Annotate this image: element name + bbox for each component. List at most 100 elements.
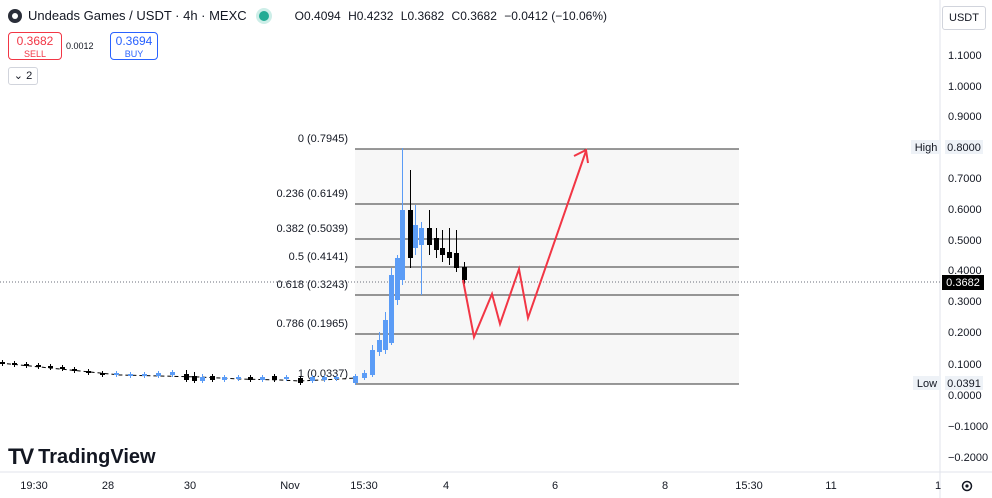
candle-body [36,365,41,367]
sell-label: SELL [23,49,47,59]
candle-body [184,374,189,380]
candle-body [114,373,119,375]
buy-label: BUY [124,49,144,59]
candle-body [222,377,227,380]
buy-button[interactable]: 0.3694 BUY [110,32,158,60]
candle-body [86,371,91,373]
ohlc-values: O0.4094 H0.4232 L0.3682 C0.3682 −0.0412 … [295,9,611,23]
fib-label-0-5: 0.5 (0.4141) [289,251,348,263]
time-label-11: 11 [825,480,836,492]
ohlc-open-value: 0.4094 [304,8,341,23]
candle-body [362,373,367,378]
ohlc-high-label: H [348,8,357,23]
candle-body [156,373,161,376]
candle-body [322,377,327,380]
projection-arrowhead [573,148,589,164]
projection-path[interactable] [462,150,587,341]
price-tick-label: 0.6000 [948,204,982,216]
settings-gear-icon[interactable] [960,479,974,493]
time-label-8: 8 [662,480,668,492]
tradingview-logo-icon: TV [8,444,34,469]
current-price-value: 0.3682 [946,277,980,289]
candle-body [192,376,197,381]
high-value: 0.8000 [947,142,981,154]
candle-body [142,374,147,376]
indicators-count: 2 [26,70,33,82]
candle-body [334,377,339,379]
spread-value: 0.0012 [66,41,94,51]
high-badge-bg [911,140,941,154]
fib-label-0-618: 0.618 (0.3243) [276,279,348,291]
candle-body [12,363,17,365]
low-value-bg [945,376,983,390]
candle-body [427,228,432,245]
price-tick-label: 0.3000 [948,296,982,308]
time-label-15-30-b: 15:30 [735,480,763,492]
fib-retracement[interactable]: 0 (0.7945) 0.236 (0.6149) 0.382 (0.5039)… [276,133,739,385]
ohlc-low-value: 0.3682 [407,8,445,23]
candle-body [128,374,133,376]
ohlc-change: −0.0412 (−10.06%) [504,8,607,23]
candle-body [60,367,65,369]
low-label: Low [917,378,937,390]
time-axis[interactable]: 19:30 28 30 Nov 15:30 4 6 8 15:30 11 1 [20,480,941,492]
price-tick-label: 0.1000 [948,359,982,371]
candlestick-series [0,148,467,385]
candle-body [383,320,388,350]
high-label: High [915,142,938,154]
price-tick-label: 0.9000 [948,111,982,123]
price-tick-label: 0.5000 [948,235,982,247]
time-label-15-30: 15:30 [350,480,378,492]
candle-body [400,210,405,280]
sell-button[interactable]: 0.3682 SELL [8,32,62,60]
candle-body [272,376,277,380]
candle-body [377,340,382,352]
ohlc-open-label: O [294,8,305,23]
fib-label-0-382: 0.382 (0.5039) [276,223,348,235]
tradingview-logo-text: TradingView [38,445,156,468]
price-axis[interactable]: 1.1000 1.0000 0.9000 0.8000 0.7000 0.6000 0.50… [948,50,988,464]
current-price-badge [942,275,984,290]
symbol-title[interactable]: Undeads Games / USDT · 4h · MEXC [28,8,247,23]
low-value: 0.0391 [947,378,981,390]
chevron-down-icon: ⌄ [13,70,24,82]
chart-header: Undeads Games / USDT · 4h · MEXC O0.4094… [0,0,940,34]
candle-body [48,366,53,368]
candle-body [447,252,452,258]
price-tick-label: 0.2000 [948,327,982,339]
price-tick-label: 0.0000 [948,390,982,402]
price-tick-label: 0.7000 [948,173,982,185]
time-label-19-30: 19:30 [20,480,48,492]
candle-body [389,275,394,343]
price-tick-label: 1.1000 [948,50,982,62]
candle-body [210,376,215,380]
time-label-1: 1 [935,480,941,492]
candle-body [454,253,459,268]
currency-select[interactable]: USDT [942,6,986,30]
sell-price: 0.3682 [16,34,54,48]
ohlc-high-value: 0.4232 [356,8,394,23]
fib-label-0-786: 0.786 (0.1965) [276,318,348,330]
candle-body [284,377,289,379]
time-label-4: 4 [443,480,449,492]
candle-body [24,364,29,366]
candle-body [353,376,358,383]
symbol-row: Undeads Games / USDT · 4h · MEXC O0.4094… [8,8,611,23]
price-tick-label: −0.1000 [948,421,988,433]
candle-body [434,238,439,250]
price-tick-label: 0.4000 [948,265,982,277]
ohlc-low-label: L [400,8,408,23]
price-tick-label: −0.2000 [948,452,988,464]
tradingview-logo[interactable]: TV TradingView [8,444,156,470]
time-label-28: 28 [102,480,114,492]
price-tick-label: 1.0000 [948,81,982,93]
market-open-icon [258,10,269,21]
candle-body [298,378,303,383]
candle-body [440,248,445,255]
ohlc-close-value: 0.3682 [460,8,497,23]
low-badge-bg [913,376,941,390]
candle-body [170,372,175,375]
ohlc-close-label: C [451,8,461,23]
indicators-toggle-button[interactable]: ⌄ 2 [8,67,38,85]
